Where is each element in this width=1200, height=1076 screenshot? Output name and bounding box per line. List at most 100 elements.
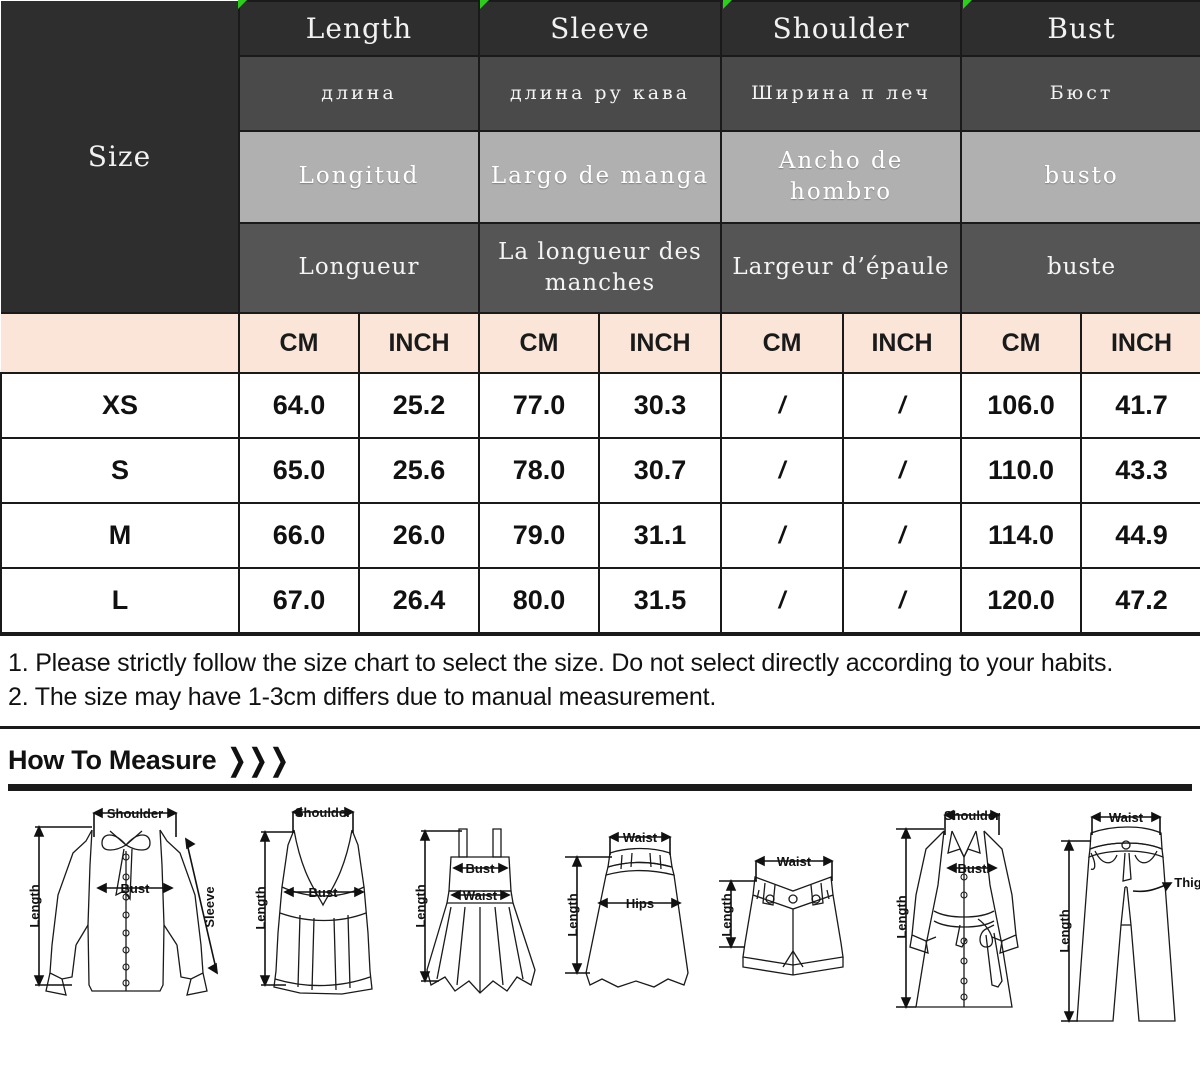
cell-shoulder-inch: / <box>842 502 963 569</box>
cell-bust-inch: 43.3 <box>1080 437 1200 504</box>
cell-sleeve-cm: 79.0 <box>478 502 600 569</box>
size-header-cell: Size <box>1 1 240 314</box>
label-shoulder: Shoulder <box>944 808 1000 823</box>
cell-length-inch: 25.2 <box>358 372 480 439</box>
cell-length-cm: 67.0 <box>238 567 360 634</box>
figure-shorts: Waist Length <box>707 795 882 1045</box>
unit-cell: INCH <box>358 312 480 374</box>
col-header-sleeve-en: Sleeve <box>477 0 723 57</box>
figure-coat: Shoulder Bust Length <box>882 795 1047 1045</box>
cell-bust-cm: 114.0 <box>960 502 1083 569</box>
label-length: Length <box>719 893 734 936</box>
cell-sleeve-cm: 80.0 <box>478 567 600 634</box>
label-length: Length <box>253 886 268 929</box>
label-sleeve: Sleeve <box>202 886 217 927</box>
label-hips: Hips <box>626 896 654 911</box>
cell-bust-cm: 110.0 <box>960 437 1083 504</box>
table-row: L 67.0 26.4 80.0 31.5 / / 120.0 47.2 <box>0 567 1200 634</box>
cell-shoulder-cm: / <box>720 567 845 634</box>
cell-shoulder-cm: / <box>720 502 845 569</box>
col-header-sleeve-es: Largo de manga <box>477 130 723 224</box>
cell-length-cm: 64.0 <box>238 372 360 439</box>
row-size-label: S <box>0 437 240 504</box>
figure-blouse: Shoulder Bust Length Sleeve <box>10 795 242 1045</box>
unit-cell: INCH <box>597 312 723 374</box>
label-shoulder: Shoulder <box>107 806 163 821</box>
how-to-measure-label: How To Measure <box>8 745 217 775</box>
cell-sleeve-cm: 78.0 <box>478 437 600 504</box>
figure-dress: Bust Waist Length <box>407 795 552 1045</box>
chevron-right-icon: ❭❭❭ <box>224 744 291 777</box>
label-shoulder: Shoulder <box>295 805 351 820</box>
header-row-russian: длина длина ру кава Ширина п леч Бюст <box>1 55 1200 132</box>
col-header-shoulder-ru: Ширина п леч <box>720 55 963 132</box>
header-row-french: Longueur La longueur des manches Largeur… <box>1 222 1200 314</box>
cell-shoulder-inch: / <box>842 372 963 439</box>
how-to-measure-section: How To Measure ❭❭❭ <box>0 729 1200 1045</box>
col-header-bust-es: busto <box>960 130 1200 224</box>
label-length: Length <box>27 884 42 927</box>
cell-length-inch: 26.0 <box>358 502 480 569</box>
notes-block: 1. Please strictly follow the size chart… <box>0 634 1200 729</box>
cell-length-cm: 66.0 <box>238 502 360 569</box>
cell-sleeve-inch: 30.3 <box>597 372 723 439</box>
label-waist: Waist <box>1109 810 1144 825</box>
col-header-bust-ru: Бюст <box>960 55 1200 132</box>
label-bust: Bust <box>466 861 496 876</box>
unit-row: CM INCH CM INCH CM INCH CM INCH <box>1 312 1200 374</box>
cell-sleeve-inch: 31.1 <box>597 502 723 569</box>
table-row: M 66.0 26.0 79.0 31.1 / / 114.0 44.9 <box>0 502 1200 569</box>
col-header-shoulder-en: Shoulder <box>720 0 963 57</box>
row-size-label: XS <box>0 372 240 439</box>
unit-cell: INCH <box>1080 312 1200 374</box>
col-header-shoulder-fr: Largeur d’épaule <box>720 222 963 314</box>
cell-bust-inch: 41.7 <box>1080 372 1200 439</box>
label-waist: Waist <box>463 888 498 903</box>
note-1: 1. Please strictly follow the size chart… <box>8 649 1114 677</box>
cell-bust-inch: 47.2 <box>1080 567 1200 634</box>
figure-pants: Waist Thigh Length <box>1047 795 1200 1045</box>
label-bust: Bust <box>309 885 339 900</box>
col-header-length-es: Longitud <box>238 130 480 224</box>
label-waist: Waist <box>623 830 658 845</box>
how-to-measure-title: How To Measure ❭❭❭ <box>8 743 1192 778</box>
unit-cell: CM <box>478 312 600 374</box>
cell-length-inch: 25.6 <box>358 437 480 504</box>
cell-sleeve-inch: 31.5 <box>597 567 723 634</box>
label-length: Length <box>565 893 580 936</box>
size-corner-cell <box>1 313 240 374</box>
cell-bust-cm: 106.0 <box>960 372 1083 439</box>
cell-sleeve-cm: 77.0 <box>478 372 600 439</box>
col-header-length-ru: длина <box>238 55 480 132</box>
cell-bust-cm: 120.0 <box>960 567 1083 634</box>
cell-length-inch: 26.4 <box>358 567 480 634</box>
cell-shoulder-inch: / <box>842 567 963 634</box>
cell-length-cm: 65.0 <box>238 437 360 504</box>
unit-cell: CM <box>960 312 1083 374</box>
col-header-length-en: Length <box>238 0 480 57</box>
label-thigh: Thigh <box>1174 875 1200 890</box>
unit-cell: INCH <box>842 312 963 374</box>
label-length: Length <box>1057 909 1072 952</box>
unit-cell: CM <box>720 312 845 374</box>
figure-skirt: Waist Hips Length <box>552 795 707 1045</box>
col-header-bust-en: Bust <box>960 0 1200 57</box>
col-header-bust-fr: buste <box>960 222 1200 314</box>
figure-tank-top: Shoulder Bust Length <box>242 795 407 1045</box>
title-divider <box>8 784 1192 791</box>
cell-shoulder-inch: / <box>842 437 963 504</box>
cell-sleeve-inch: 30.7 <box>597 437 723 504</box>
size-chart-table: Size Length Sleeve Shoulder Bust длина д… <box>0 0 1200 634</box>
table-row: S 65.0 25.6 78.0 30.7 / / 110.0 43.3 <box>0 437 1200 504</box>
table-row: XS 64.0 25.2 77.0 30.3 / / 106.0 41.7 <box>0 372 1200 439</box>
cell-bust-inch: 44.9 <box>1080 502 1200 569</box>
header-row-english: Size Length Sleeve Shoulder Bust <box>1 0 1200 314</box>
label-length: Length <box>413 884 428 927</box>
cell-shoulder-cm: / <box>720 437 845 504</box>
label-length: Length <box>894 895 909 938</box>
garment-figure-row: Shoulder Bust Length Sleeve <box>8 791 1200 1045</box>
note-2: 2. The size may have 1-3cm differs due t… <box>8 683 717 711</box>
header-row-spanish: Longitud Largo de manga Ancho de hombro … <box>1 130 1200 224</box>
col-header-sleeve-fr: La longueur des manches <box>477 222 723 314</box>
label-waist: Waist <box>777 854 812 869</box>
